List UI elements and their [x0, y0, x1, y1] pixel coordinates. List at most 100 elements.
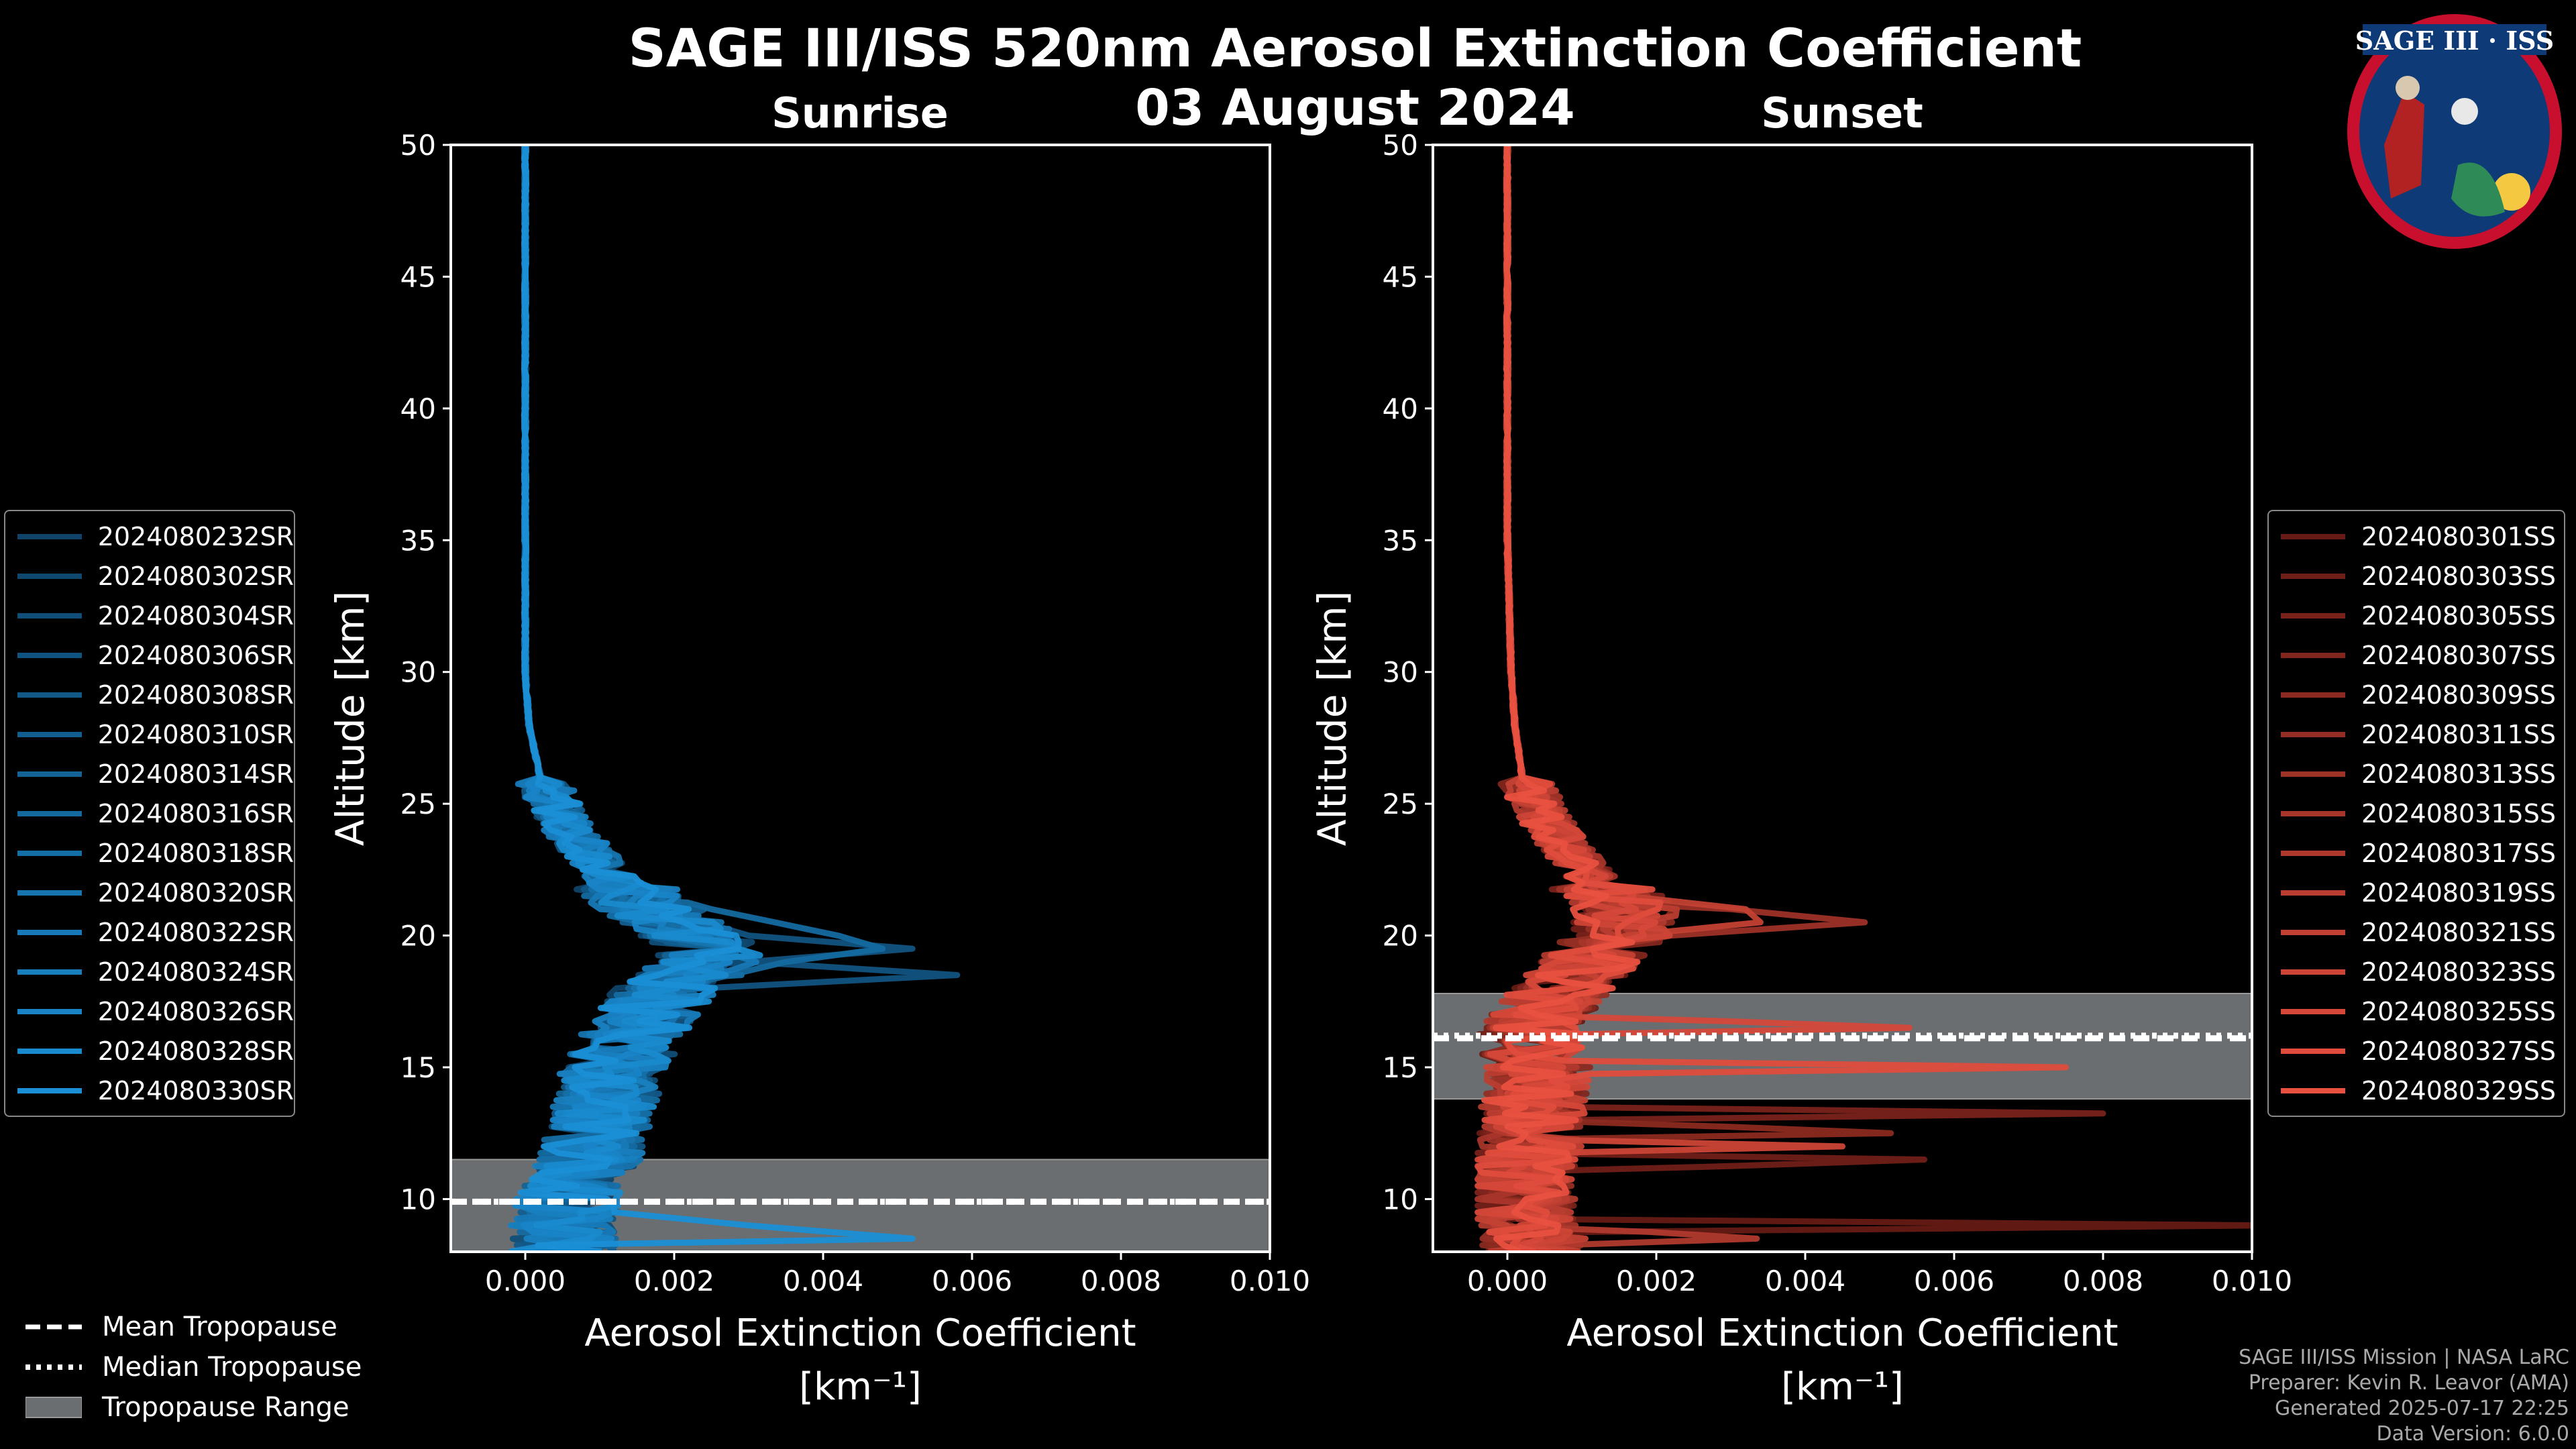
legend-line-swatch — [2281, 929, 2345, 935]
legend-label: 2024080316SR — [97, 798, 294, 828]
sunrise-xtick-label: 0.006 — [932, 1265, 1012, 1297]
legend-label: 2024080304SR — [97, 600, 294, 631]
sunset-ytick-label: 30 — [1383, 656, 1418, 689]
sunrise-panel-title: Sunrise — [771, 89, 949, 138]
legend-line-swatch — [17, 771, 82, 777]
legend-label: 2024080320SR — [97, 877, 294, 908]
sunset-xaxis-unit: [km⁻¹] — [1781, 1365, 1904, 1409]
legend-label: 2024080329SS — [2361, 1075, 2557, 1106]
sunrise-legend-item: 2024080306SR — [5, 635, 294, 675]
legend-label: 2024080321SS — [2361, 917, 2557, 947]
trop-legend-mean: Mean Tropopause — [25, 1307, 362, 1347]
sunrise-series-2024080318SR — [521, 145, 757, 1252]
footer-version: Data Version: 6.0.0 — [2376, 1422, 2569, 1446]
legend-label: 2024080323SS — [2361, 957, 2557, 987]
sunrise-ytick-label: 15 — [400, 1051, 436, 1084]
sunrise-legend-item: 2024080326SR — [5, 991, 294, 1031]
sunset-ytick-label: 40 — [1383, 392, 1418, 425]
footer-credits: SAGE III/ISS Mission | NASA LaRC Prepare… — [2239, 1345, 2569, 1447]
sunset-xtick-label: 0.006 — [1914, 1265, 1994, 1297]
legend-line-swatch — [2281, 1087, 2345, 1093]
legend-line-swatch — [17, 929, 82, 935]
legend-line-swatch — [17, 692, 82, 698]
sunrise-xtick-label: 0.010 — [1230, 1265, 1310, 1297]
sunset-ytick-label: 20 — [1383, 920, 1418, 953]
sunrise-xtick-label: 0.008 — [1081, 1265, 1161, 1297]
sunrise-ytick-label: 10 — [400, 1183, 436, 1216]
sunrise-legend-item: 2024080322SR — [5, 912, 294, 952]
legend-label: 2024080325SS — [2361, 996, 2557, 1026]
sunrise-legend: 2024080232SR 2024080302SR 2024080304SR 2024… — [4, 510, 295, 1117]
legend-label: 2024080311SS — [2361, 719, 2557, 749]
legend-line-swatch — [2281, 850, 2345, 856]
sunset-panel-title: Sunset — [1761, 89, 1923, 138]
sunset-legend-item: 2024080313SS — [2269, 754, 2564, 794]
sunrise-legend-item: 2024080232SR — [5, 517, 294, 556]
legend-label: 2024080308SR — [97, 680, 294, 710]
sunrise-ytick-label: 20 — [400, 920, 436, 953]
trop-legend-mean-label: Mean Tropopause — [102, 1311, 337, 1342]
sunset-ytick-label: 50 — [1383, 129, 1418, 162]
sunrise-xtick-label: 0.004 — [783, 1265, 863, 1297]
legend-line-swatch — [2281, 890, 2345, 896]
sunset-legend-item: 2024080329SS — [2269, 1071, 2564, 1110]
legend-label: 2024080232SR — [97, 521, 294, 551]
sunrise-xtick-label: 0.002 — [634, 1265, 714, 1297]
legend-line-swatch — [2281, 771, 2345, 777]
legend-label: 2024080301SS — [2361, 521, 2557, 551]
sunrise-legend-item: 2024080314SR — [5, 754, 294, 794]
legend-label: 2024080318SR — [97, 838, 294, 868]
sunrise-xtick-label: 0.000 — [485, 1265, 566, 1297]
sunrise-ytick-label: 45 — [400, 260, 436, 293]
sunrise-ytick-label: 40 — [400, 392, 436, 425]
sunrise-legend-item: 2024080302SR — [5, 556, 294, 596]
legend-label: 2024080330SR — [97, 1075, 294, 1106]
sunset-legend-item: 2024080321SS — [2269, 912, 2564, 952]
sunset-legend-item: 2024080323SS — [2269, 952, 2564, 991]
sunrise-legend-item: 2024080308SR — [5, 675, 294, 714]
sunset-series-2024080329SS — [1481, 145, 1641, 1252]
legend-label: 2024080315SS — [2361, 798, 2557, 828]
sunset-legend-item: 2024080319SS — [2269, 873, 2564, 912]
legend-label: 2024080307SS — [2361, 640, 2557, 670]
sunrise-plot-frame — [449, 144, 1271, 1253]
sunset-legend-item: 2024080327SS — [2269, 1031, 2564, 1071]
legend-label: 2024080319SS — [2361, 877, 2557, 908]
sunrise-legend-item: 2024080330SR — [5, 1071, 294, 1110]
sunset-ytick-label: 35 — [1383, 524, 1418, 557]
sunrise-legend-item: 2024080304SR — [5, 596, 294, 635]
sunset-yaxis-label: Altitude [km] — [1309, 591, 1355, 846]
sunrise-legend-item: 2024080318SR — [5, 833, 294, 873]
sunrise-series-2024080330SR — [517, 145, 916, 1252]
legend-label: 2024080313SS — [2361, 759, 2557, 789]
legend-label: 2024080302SR — [97, 561, 294, 591]
sunrise-ytick-label: 50 — [400, 129, 436, 162]
sunset-ytick-label: 10 — [1383, 1183, 1418, 1216]
footer-mission: SAGE III/ISS Mission | NASA LaRC — [2239, 1346, 2569, 1369]
sunset-ytick-label: 15 — [1383, 1051, 1418, 1084]
legend-label: 2024080328SR — [97, 1036, 294, 1066]
legend-label: 2024080324SR — [97, 957, 294, 987]
trop-legend-range: Tropopause Range — [25, 1387, 362, 1428]
sunset-xtick-label: 0.002 — [1616, 1265, 1697, 1297]
sunrise-series-2024080328SR — [508, 145, 763, 1252]
legend-line-swatch — [17, 1087, 82, 1093]
legend-line-swatch — [2281, 731, 2345, 737]
legend-label: 2024080317SS — [2361, 838, 2557, 868]
legend-line-swatch — [2281, 969, 2345, 975]
legend-line-swatch — [17, 573, 82, 579]
legend-line-swatch — [2281, 810, 2345, 816]
footer-preparer: Preparer: Kevin R. Leavor (AMA) — [2248, 1371, 2569, 1395]
sunrise-ytick-label: 35 — [400, 524, 436, 557]
legend-line-swatch — [2281, 533, 2345, 539]
sunrise-ytick-label: 25 — [400, 788, 436, 820]
logo-text: SAGE III · ISS — [2355, 25, 2554, 56]
legend-line-swatch — [17, 810, 82, 816]
sunset-legend-item: 2024080301SS — [2269, 517, 2564, 556]
legend-line-swatch — [17, 731, 82, 737]
legend-line-swatch — [17, 850, 82, 856]
legend-line-swatch — [2281, 1048, 2345, 1054]
chart-date: 03 August 2024 — [1135, 79, 1575, 137]
legend-line-swatch — [2281, 652, 2345, 658]
legend-label: 2024080314SR — [97, 759, 294, 789]
